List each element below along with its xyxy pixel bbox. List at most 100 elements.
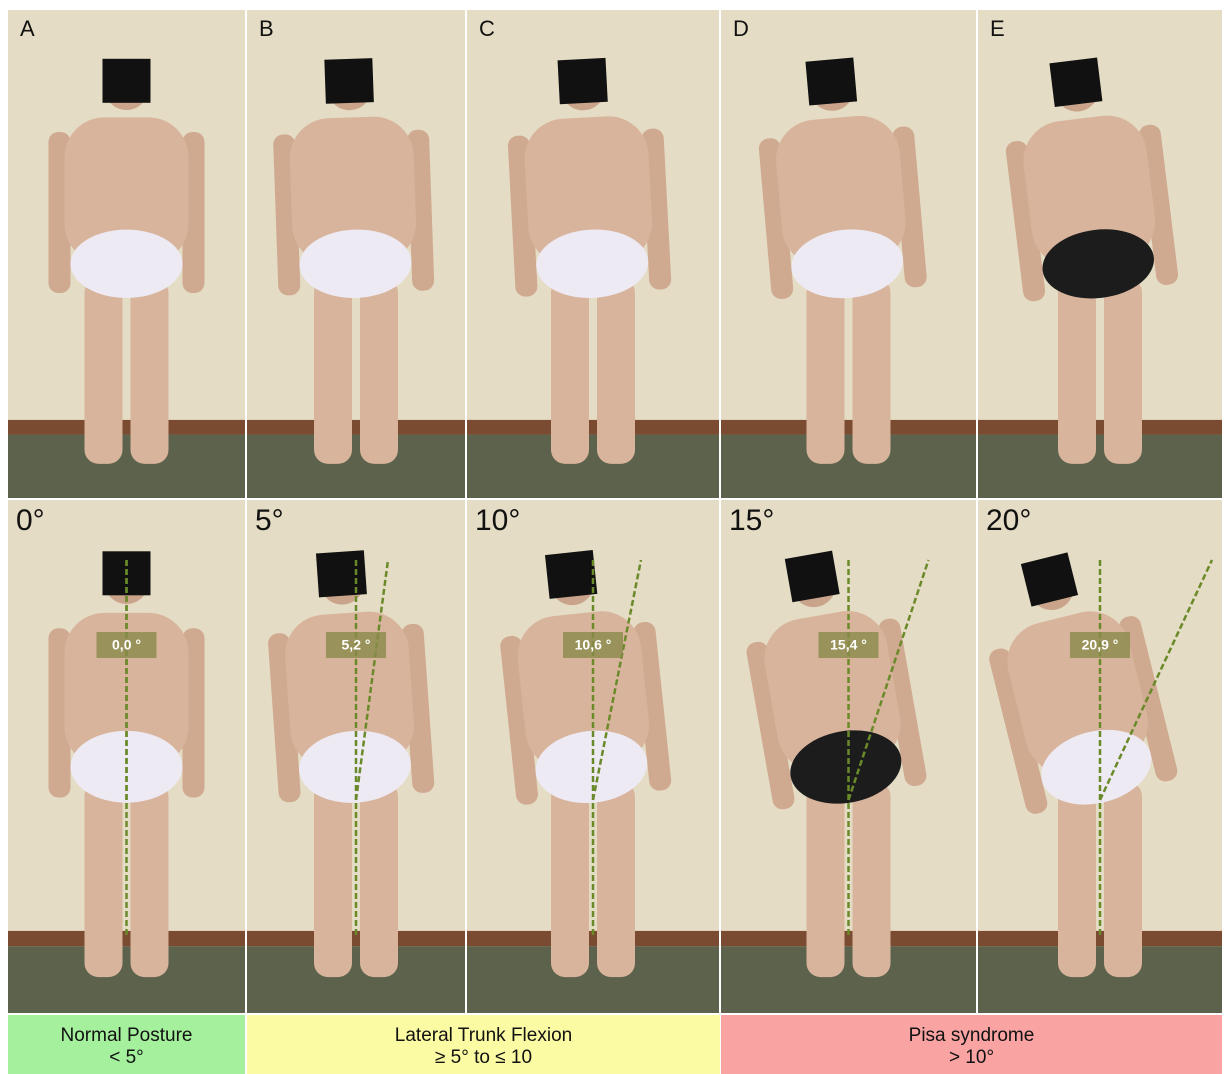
underwear xyxy=(791,229,904,299)
baseboard xyxy=(721,419,976,435)
torso-group xyxy=(273,58,435,298)
panel-letter: A xyxy=(20,16,35,41)
measure-box xyxy=(563,632,623,658)
leg-left xyxy=(314,278,352,464)
category-name: Normal Posture xyxy=(61,1025,193,1046)
arm-left xyxy=(1005,141,1046,302)
torso xyxy=(1023,115,1156,267)
face-mask xyxy=(315,550,367,598)
arm-right xyxy=(633,621,672,791)
person xyxy=(978,10,1222,498)
arm-right xyxy=(1138,124,1179,285)
torso xyxy=(524,116,653,265)
measurement: 5,2 ° xyxy=(342,637,371,653)
floor xyxy=(247,946,465,1013)
measurement: 15,4 ° xyxy=(830,637,867,653)
category-bar xyxy=(247,1015,720,1074)
leg-left xyxy=(314,782,352,978)
baseboard xyxy=(247,419,465,435)
underwear xyxy=(70,229,183,298)
floor xyxy=(467,434,719,498)
leg-right xyxy=(852,278,891,464)
person xyxy=(247,10,465,498)
underwear xyxy=(299,730,411,803)
trunk-line xyxy=(591,559,643,801)
degree-label: 15° xyxy=(729,504,774,537)
face-mask xyxy=(324,58,374,104)
torso-group xyxy=(507,57,672,299)
measure-box xyxy=(326,632,386,658)
arm-left xyxy=(758,138,794,299)
degree-label: 5° xyxy=(255,504,284,537)
leg-left xyxy=(84,278,123,464)
person xyxy=(721,500,976,1013)
leg-right xyxy=(360,782,398,978)
measurement: 10,6 ° xyxy=(575,637,612,653)
floor xyxy=(8,946,245,1013)
leg-right xyxy=(130,278,169,464)
panel-letter: C xyxy=(479,16,495,41)
arm-left xyxy=(500,635,538,805)
trunk-line xyxy=(847,559,930,801)
floor xyxy=(721,434,976,498)
panel-letter: B xyxy=(259,16,274,41)
face-mask xyxy=(557,57,608,105)
arm-right xyxy=(878,618,927,786)
leg-left xyxy=(806,782,845,978)
person xyxy=(721,10,976,498)
face-mask xyxy=(545,550,598,599)
measurement: 0,0 ° xyxy=(112,637,141,653)
category-name: Pisa syndrome xyxy=(909,1025,1035,1046)
degree-label: 10° xyxy=(475,504,520,537)
measurement: 20,9 ° xyxy=(1082,637,1119,653)
floor xyxy=(721,946,976,1013)
baseboard xyxy=(978,419,1222,435)
torso-group xyxy=(500,550,672,805)
leg-left xyxy=(1058,782,1096,978)
torso-group xyxy=(989,552,1178,814)
category-range: < 5° xyxy=(109,1047,144,1068)
floor xyxy=(467,946,719,1013)
underwear xyxy=(299,229,412,298)
person xyxy=(467,500,719,1013)
category-name: Lateral Trunk Flexion xyxy=(395,1025,572,1046)
underwear xyxy=(70,730,183,803)
arm-left xyxy=(989,648,1048,814)
leg-right xyxy=(1104,278,1142,464)
leg-right xyxy=(1104,782,1142,978)
category-bar xyxy=(721,1015,1222,1074)
face-mask xyxy=(1049,57,1103,108)
underwear xyxy=(535,730,648,804)
leg-right xyxy=(360,278,398,464)
leg-left xyxy=(84,782,123,978)
leg-right xyxy=(130,782,169,978)
leg-left xyxy=(551,782,589,978)
panel-letter: D xyxy=(733,16,749,41)
floor xyxy=(978,434,1222,498)
baseboard xyxy=(467,419,719,435)
leg-left xyxy=(1058,278,1096,464)
category-range: ≥ 5° to ≤ 10 xyxy=(435,1047,532,1068)
torso xyxy=(289,116,417,265)
leg-right xyxy=(597,278,635,464)
floor xyxy=(247,434,465,498)
measure-box xyxy=(1070,632,1130,658)
baseboard xyxy=(467,930,719,947)
baseboard xyxy=(247,930,465,947)
person xyxy=(247,500,465,1013)
torso-group xyxy=(758,57,927,299)
floor xyxy=(8,434,245,498)
underwear xyxy=(790,730,902,804)
measure-box xyxy=(818,632,879,658)
torso xyxy=(776,115,906,266)
category-range: > 10° xyxy=(949,1047,994,1068)
person xyxy=(8,500,245,1013)
baseboard xyxy=(8,930,245,947)
torso-group xyxy=(746,550,927,810)
trunk-line xyxy=(1098,559,1214,801)
baseboard xyxy=(721,930,976,947)
face-mask xyxy=(102,58,151,103)
torso-group xyxy=(1005,57,1179,302)
degree-label: 0° xyxy=(16,504,45,537)
